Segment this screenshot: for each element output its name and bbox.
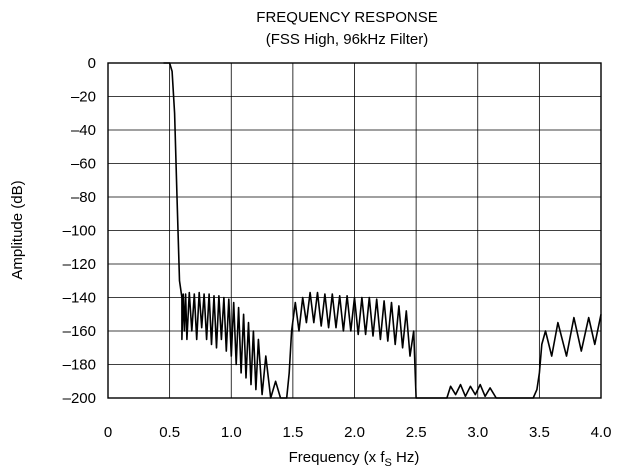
y-tick-label: –100 (63, 223, 96, 240)
x-tick-label: 1.0 (221, 424, 242, 441)
grid (107, 62, 602, 399)
chart-title: FREQUENCY RESPONSE (256, 9, 437, 26)
y-axis-label: Amplitude (dB) (9, 180, 26, 279)
x-axis-label-suffix: Hz) (392, 449, 420, 466)
y-tick-label: –80 (71, 189, 96, 206)
y-tick-label: –200 (63, 390, 96, 407)
x-tick-label: 3.5 (529, 424, 550, 441)
x-tick-label: 0 (104, 424, 112, 441)
x-tick-label: 2.0 (344, 424, 365, 441)
x-axis-label-sub: S (385, 457, 392, 469)
y-tick-label: –180 (63, 357, 96, 374)
x-axis-label-main: Frequency (x f (289, 449, 386, 466)
x-tick-label: 0.5 (159, 424, 180, 441)
y-tick-label: –20 (71, 89, 96, 106)
x-axis-label: Frequency (x fS Hz) (289, 449, 420, 469)
x-tick-label: 1.5 (282, 424, 303, 441)
y-tick-labels: 0 –20 –40 –60 –80 –100 –120 –140 –160 –180 –200 (63, 55, 96, 407)
series-layer (163, 62, 602, 399)
chart-subtitle: (FSS High, 96kHz Filter) (266, 31, 429, 48)
series-line (163, 62, 602, 399)
x-tick-label: 4.0 (591, 424, 612, 441)
plot-frame (107, 62, 602, 399)
y-tick-label: –40 (71, 122, 96, 139)
y-tick-label: –140 (63, 290, 96, 307)
x-tick-label: 2.5 (406, 424, 427, 441)
y-tick-label: 0 (88, 55, 96, 72)
y-tick-label: –120 (63, 256, 96, 273)
y-tick-label: –160 (63, 323, 96, 340)
x-tick-labels: 0 0.5 1.0 1.5 2.0 2.5 3.0 3.5 4.0 (104, 424, 612, 441)
x-tick-label: 3.0 (467, 424, 488, 441)
y-tick-label: –60 (71, 156, 96, 173)
